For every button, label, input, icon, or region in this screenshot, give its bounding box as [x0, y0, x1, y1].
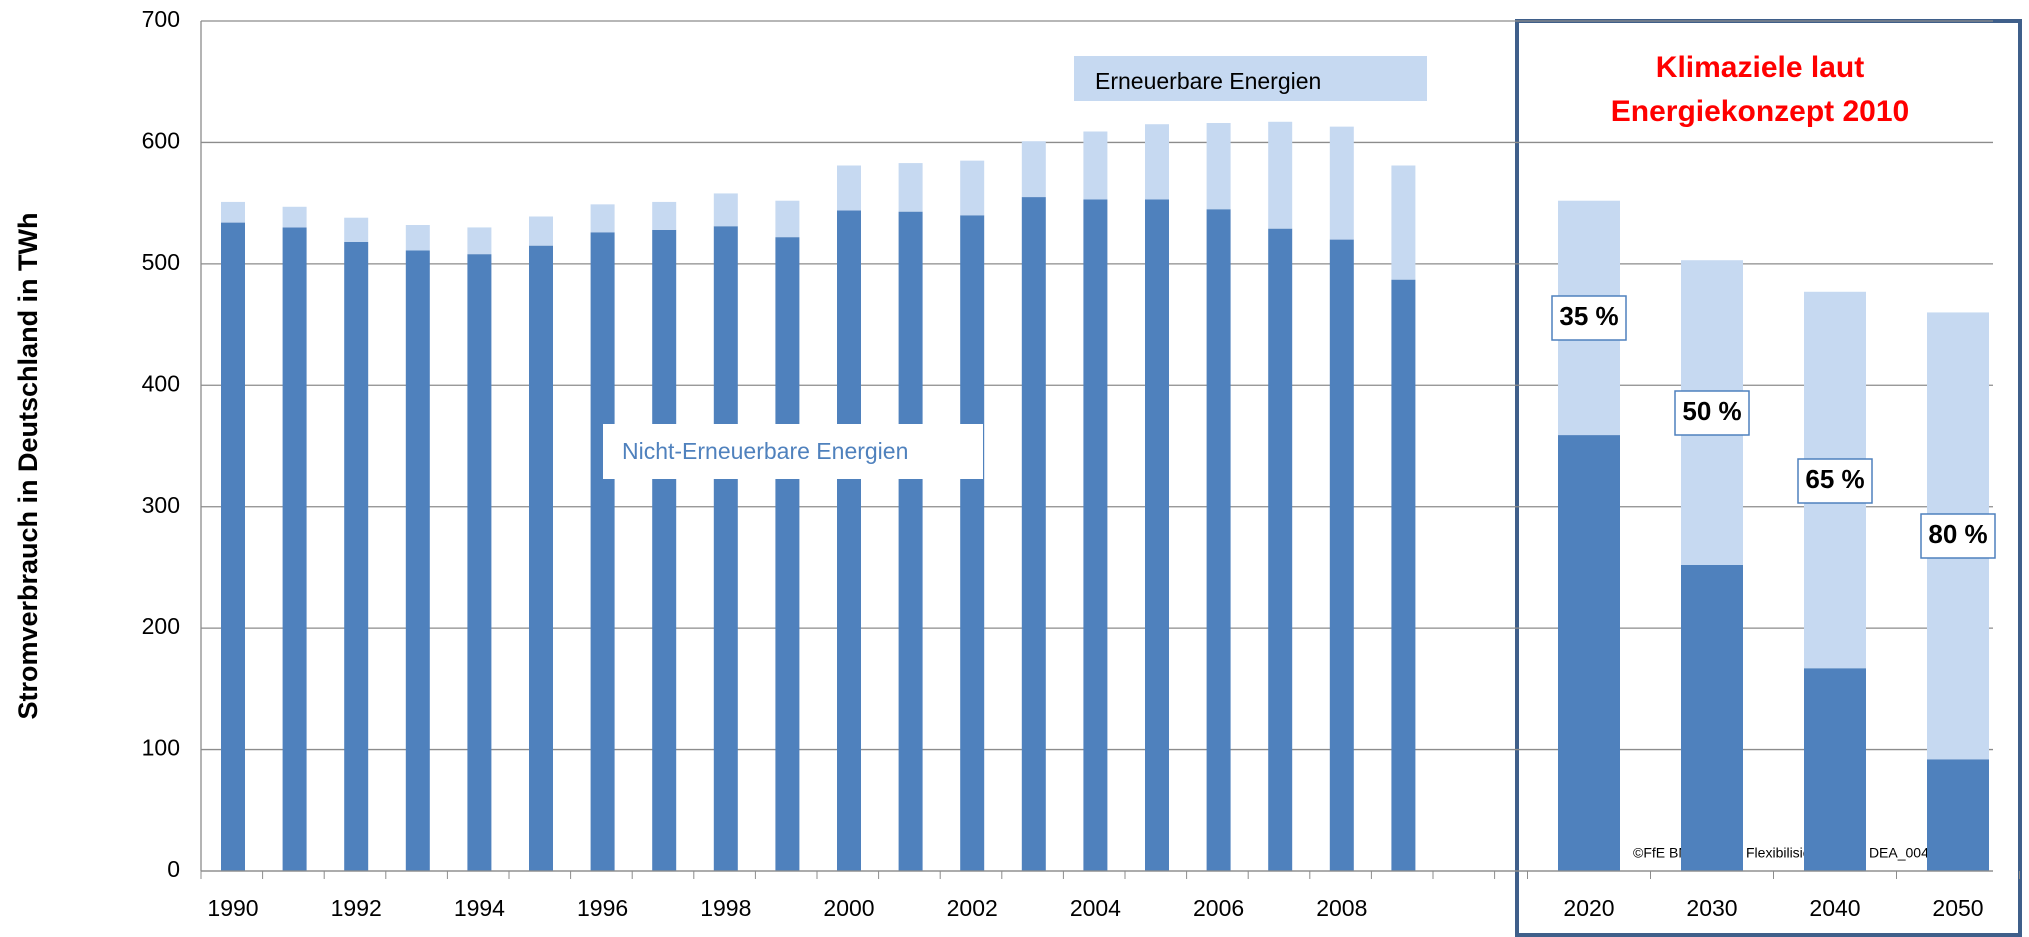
- bar-segment: [1206, 209, 1231, 871]
- series-label-box: [1074, 56, 1427, 101]
- series-label: Nicht-Erneuerbare Energien: [622, 438, 908, 464]
- x-tick-label: 2000: [823, 895, 874, 921]
- bar-segment: [529, 245, 553, 872]
- bar-segment: [1804, 668, 1866, 871]
- bar-segment: [590, 232, 615, 872]
- bar-segment: [221, 222, 245, 872]
- bar-segment: [467, 254, 492, 872]
- series-label-box: [603, 424, 983, 479]
- bar-segment: [1145, 199, 1169, 871]
- target-label-box: [1674, 390, 1750, 436]
- bar-segment: [713, 226, 738, 871]
- x-tick-label: 2008: [1316, 895, 1367, 921]
- target-title: Klimaziele laut: [1656, 51, 1864, 84]
- x-tick-label: 2002: [947, 895, 998, 921]
- bar-segment: [898, 163, 923, 212]
- bar-segment: [960, 215, 985, 872]
- y-tick-label: 600: [142, 128, 180, 154]
- series-label: Erneuerbare Energien: [1095, 68, 1321, 94]
- bar-segment: [529, 216, 553, 246]
- y-tick-label: 100: [142, 735, 180, 761]
- bar-segment: [1021, 141, 1046, 198]
- bar-segment: [1021, 197, 1046, 872]
- target-title: Energiekonzept 2010: [1611, 95, 1909, 128]
- target-label: 65 %: [1805, 464, 1864, 494]
- target-label-box: [1551, 295, 1627, 341]
- bar-segment: [1391, 279, 1416, 872]
- bar-segment: [405, 250, 430, 871]
- y-tick-label: 700: [142, 6, 180, 32]
- bar-segment: [1558, 435, 1620, 871]
- bar-segment: [344, 242, 369, 871]
- target-label: 80 %: [1928, 519, 1987, 549]
- bar-segment: [1329, 239, 1354, 872]
- target-label-box: [1797, 458, 1873, 504]
- y-tick-label: 200: [142, 613, 180, 639]
- bar-segment: [837, 165, 861, 211]
- y-tick-label: 300: [142, 492, 180, 518]
- x-tick-label: 2040: [1809, 895, 1860, 921]
- target-label-box: [1920, 513, 1996, 559]
- bar-segment: [898, 211, 923, 872]
- bar-segment: [282, 227, 307, 871]
- bar-segment: [344, 217, 369, 242]
- bar-segment: [1083, 131, 1108, 200]
- x-tick-label: 2020: [1563, 895, 1614, 921]
- bar-segment: [1268, 228, 1293, 872]
- x-tick-label: 2006: [1193, 895, 1244, 921]
- bar-segment: [1927, 759, 1989, 871]
- bar-segment: [590, 204, 615, 233]
- x-tick-label: 1990: [207, 895, 258, 921]
- y-axis-label: Stromverbrauch in Deutschland in TWh: [13, 212, 43, 719]
- bar-segment: [1268, 121, 1293, 229]
- bar-segment: [713, 193, 738, 227]
- x-tick-label: 2050: [1932, 895, 1983, 921]
- bar-segment: [1145, 124, 1169, 200]
- y-tick-label: 400: [142, 370, 180, 396]
- bar-segment: [1206, 123, 1231, 210]
- x-tick-label: 1998: [700, 895, 751, 921]
- x-tick-label: 1992: [331, 895, 382, 921]
- bar-segment: [467, 227, 492, 255]
- x-tick-label: 1994: [454, 895, 505, 921]
- bar-segment: [652, 229, 677, 871]
- bar-segment: [775, 200, 800, 238]
- bar-segment: [1083, 199, 1108, 871]
- bar-segment: [837, 210, 861, 871]
- y-tick-label: 0: [167, 856, 180, 882]
- bar-segment: [221, 201, 245, 223]
- source-note: ©FfE BMWi-0002 Flexibilisierung von DEA_…: [1633, 845, 1945, 861]
- x-tick-label: 2030: [1686, 895, 1737, 921]
- bar-segment: [652, 201, 677, 230]
- bar-segment: [960, 160, 985, 216]
- bar-segment: [1391, 165, 1416, 280]
- bar-segment: [282, 206, 307, 228]
- x-tick-label: 1996: [577, 895, 628, 921]
- target-label: 50 %: [1682, 396, 1741, 426]
- bar-segment: [405, 225, 430, 251]
- bar-segment: [775, 237, 800, 872]
- x-tick-label: 2004: [1070, 895, 1121, 921]
- target-label: 35 %: [1559, 301, 1618, 331]
- bar-segment: [1681, 565, 1743, 871]
- y-tick-label: 500: [142, 249, 180, 275]
- bar-segment: [1329, 126, 1354, 240]
